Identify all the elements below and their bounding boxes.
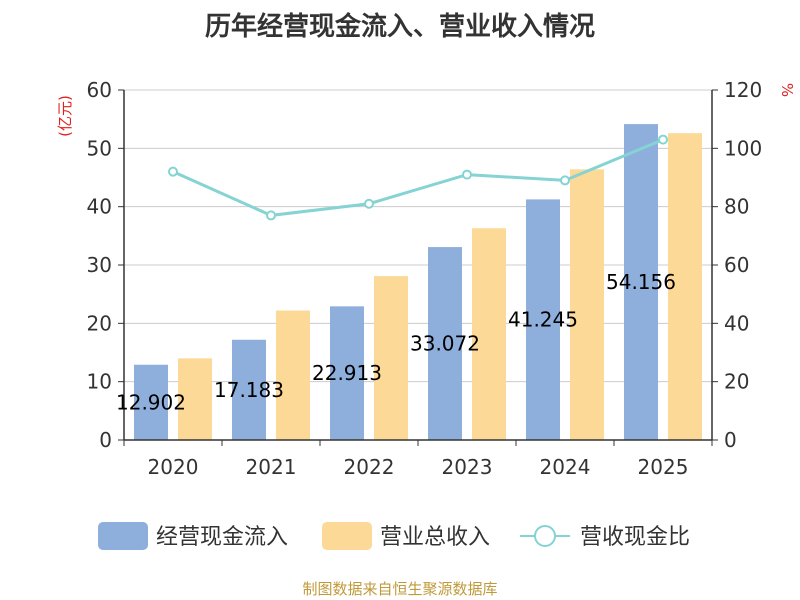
revenue-bar: [276, 310, 310, 440]
right-tick-label: 60: [724, 253, 749, 277]
cash-inflow-bar: [330, 306, 364, 440]
cash-inflow-bar: [428, 247, 462, 440]
revenue-bar: [668, 133, 702, 440]
ratio-line: [172, 138, 664, 217]
data-label: 33.072: [410, 332, 480, 356]
x-tick-label: 2025: [638, 455, 689, 479]
revenue-bar: [570, 169, 604, 441]
right-tick-label: 40: [724, 311, 749, 335]
right-tick-label: 120: [724, 78, 762, 102]
legend-revenue-swatch: [322, 522, 372, 550]
x-tick-label: 2021: [246, 455, 297, 479]
data-label: 54.156: [606, 270, 676, 294]
ratio-point: [462, 169, 472, 180]
cash-inflow-bar: [526, 199, 560, 440]
cash-inflow-bar: [624, 124, 658, 440]
right-tick-label: 20: [724, 370, 749, 394]
x-tick-label: 2024: [540, 455, 591, 479]
left-tick-label: 30: [87, 253, 112, 277]
left-axis-label: (亿元): [56, 95, 74, 137]
cash-inflow-bar: [232, 339, 266, 440]
x-tick-label: 2022: [344, 455, 395, 479]
cash-inflow-bar: [134, 364, 168, 440]
right-tick-label: 100: [724, 136, 762, 160]
ratio-point: [658, 134, 668, 145]
left-tick-label: 40: [87, 195, 112, 219]
right-axis-label: %: [778, 83, 796, 97]
revenue-bar: [178, 358, 212, 440]
data-label: 12.902: [116, 390, 186, 414]
legend-cash-inflow-label: 经营现金流入: [156, 525, 288, 550]
x-tick-label: 2023: [442, 455, 493, 479]
data-label: 22.913: [312, 361, 382, 385]
chart-title: 历年经营现金流入、营业收入情况: [204, 12, 595, 42]
left-tick-label: 10: [87, 370, 112, 394]
left-tick-label: 0: [99, 428, 112, 452]
legend-revenue-label: 营业总收入: [380, 525, 490, 550]
ratio-point: [560, 175, 570, 186]
ratio-point: [168, 166, 178, 177]
legend-cash-inflow-swatch: [98, 522, 148, 550]
left-tick-label: 50: [87, 136, 112, 160]
ratio-point: [364, 198, 374, 209]
right-tick-label: 80: [724, 195, 749, 219]
x-tick-label: 2020: [148, 455, 199, 479]
data-label: 41.245: [508, 308, 578, 332]
legend-ratio-marker: [534, 525, 556, 547]
revenue-bar: [374, 276, 408, 440]
data-label: 17.183: [214, 378, 284, 402]
revenue-bar: [472, 228, 506, 440]
ratio-point: [266, 210, 276, 221]
source-note: 制图数据来自恒生聚源数据库: [302, 580, 498, 598]
left-tick-label: 60: [87, 78, 112, 102]
right-tick-label: 0: [724, 428, 737, 452]
left-tick-label: 20: [87, 311, 112, 335]
legend-ratio-label: 营收现金比: [580, 525, 690, 550]
